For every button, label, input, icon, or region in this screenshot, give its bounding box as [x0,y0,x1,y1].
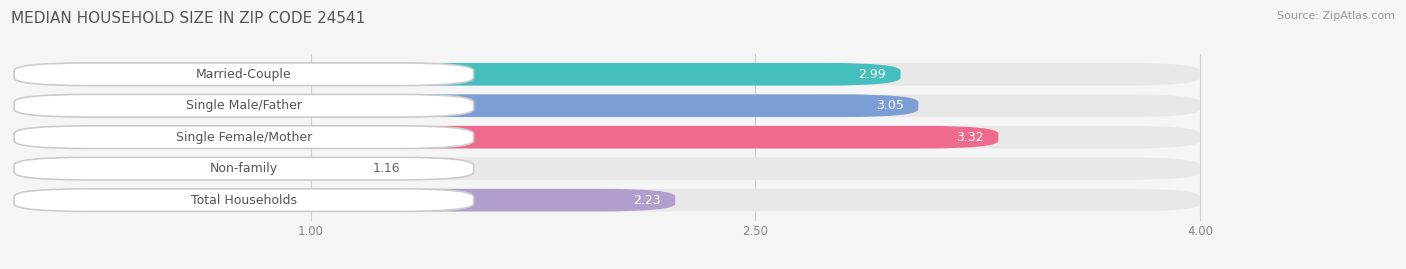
Text: MEDIAN HOUSEHOLD SIZE IN ZIP CODE 24541: MEDIAN HOUSEHOLD SIZE IN ZIP CODE 24541 [11,11,366,26]
FancyBboxPatch shape [14,126,474,148]
Text: Total Households: Total Households [191,194,297,207]
FancyBboxPatch shape [14,157,359,180]
Text: Single Female/Mother: Single Female/Mother [176,131,312,144]
FancyBboxPatch shape [14,126,1199,148]
Text: 3.05: 3.05 [876,99,904,112]
FancyBboxPatch shape [14,94,918,117]
FancyBboxPatch shape [14,189,1199,211]
FancyBboxPatch shape [14,94,1199,117]
Text: 3.32: 3.32 [956,131,984,144]
FancyBboxPatch shape [14,63,1199,86]
FancyBboxPatch shape [14,157,1199,180]
FancyBboxPatch shape [14,157,474,180]
Text: 2.99: 2.99 [858,68,886,81]
FancyBboxPatch shape [14,126,998,148]
Text: 2.23: 2.23 [633,194,661,207]
FancyBboxPatch shape [14,63,474,86]
FancyBboxPatch shape [14,94,474,117]
Text: Source: ZipAtlas.com: Source: ZipAtlas.com [1277,11,1395,21]
Text: Married-Couple: Married-Couple [195,68,291,81]
FancyBboxPatch shape [14,189,474,211]
Text: Single Male/Father: Single Male/Father [186,99,302,112]
FancyBboxPatch shape [14,189,675,211]
FancyBboxPatch shape [14,63,901,86]
Text: Non-family: Non-family [209,162,278,175]
Text: 1.16: 1.16 [373,162,401,175]
